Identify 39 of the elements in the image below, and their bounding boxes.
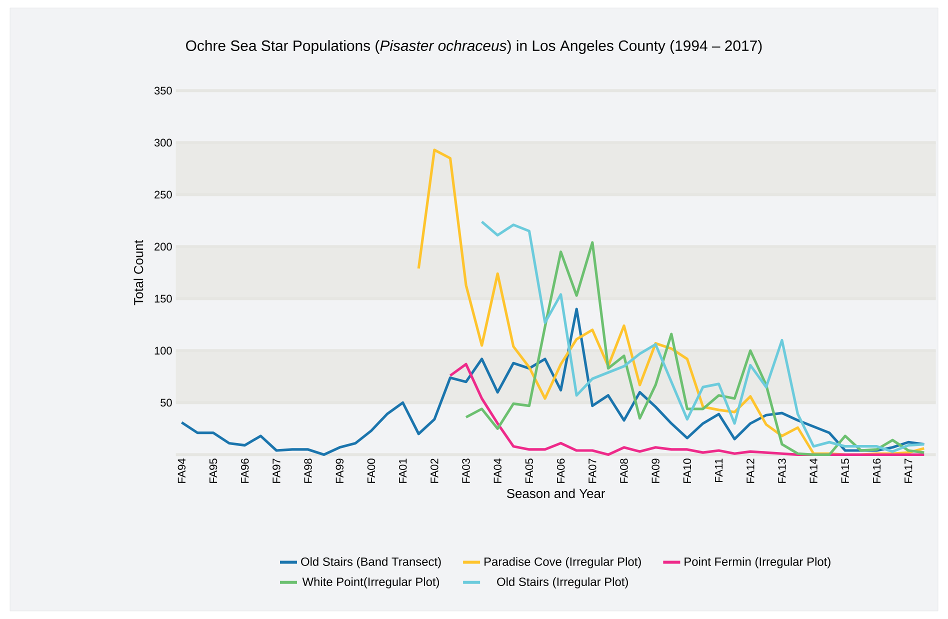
x-axis-title: Season and Year xyxy=(506,488,606,498)
y-tick-label: 150 xyxy=(154,294,172,303)
y-tick-label: 200 xyxy=(154,242,172,251)
x-tick-label: FA13 xyxy=(778,458,786,483)
y-axis-title: Total Count xyxy=(134,240,144,306)
x-tick-label: FA14 xyxy=(810,458,818,483)
x-tick-label: FA01 xyxy=(398,458,407,483)
chart-title: Ochre Sea Star Populations (Pisaster ochraceus) in Los Angeles County (1994 – 2017) xyxy=(186,40,762,54)
x-tick-label: FA11 xyxy=(715,458,723,482)
x-tick-label: FA94 xyxy=(178,458,186,483)
x-tick-label: FA02 xyxy=(430,458,438,483)
y-tick-label: 50 xyxy=(160,398,172,407)
legend-label: Old Stairs (Band Transect) xyxy=(301,557,441,568)
y-tick-label: 100 xyxy=(154,346,172,355)
x-tick-label: FA03 xyxy=(462,458,470,483)
x-tick-label: FA96 xyxy=(240,458,249,483)
legend-label: Point Fermin (Irregular Plot) xyxy=(684,557,830,568)
x-tick-label: FA08 xyxy=(620,458,628,483)
x-tick-label: FA09 xyxy=(652,458,660,483)
x-tick-label: FA98 xyxy=(304,458,312,483)
y-tick-label: 350 xyxy=(154,86,172,95)
y-tick-label: 250 xyxy=(154,190,172,199)
x-tick-label: FA00 xyxy=(367,458,376,483)
legend-label: White Point(Irregular Plot) xyxy=(302,577,440,588)
x-tick-label: FA05 xyxy=(525,458,534,483)
x-tick-label: FA16 xyxy=(872,458,881,483)
x-tick-label: FA12 xyxy=(746,458,754,483)
legend-label: Old Stairs (Irregular Plot) xyxy=(497,577,628,588)
x-tick-label: FA04 xyxy=(494,458,502,483)
legend-label: Paradise Cove (Irregular Plot) xyxy=(484,557,641,568)
x-tick-label: FA97 xyxy=(272,458,280,483)
x-tick-label: FA07 xyxy=(588,458,596,483)
x-tick-label: FA10 xyxy=(683,458,692,483)
x-tick-label: FA17 xyxy=(904,458,912,483)
x-tick-label: FA15 xyxy=(841,458,849,483)
y-tick-label: 300 xyxy=(154,138,172,147)
x-tick-label: FA99 xyxy=(336,458,344,483)
x-tick-label: FA95 xyxy=(209,458,218,483)
x-tick-label: FA06 xyxy=(556,458,565,483)
